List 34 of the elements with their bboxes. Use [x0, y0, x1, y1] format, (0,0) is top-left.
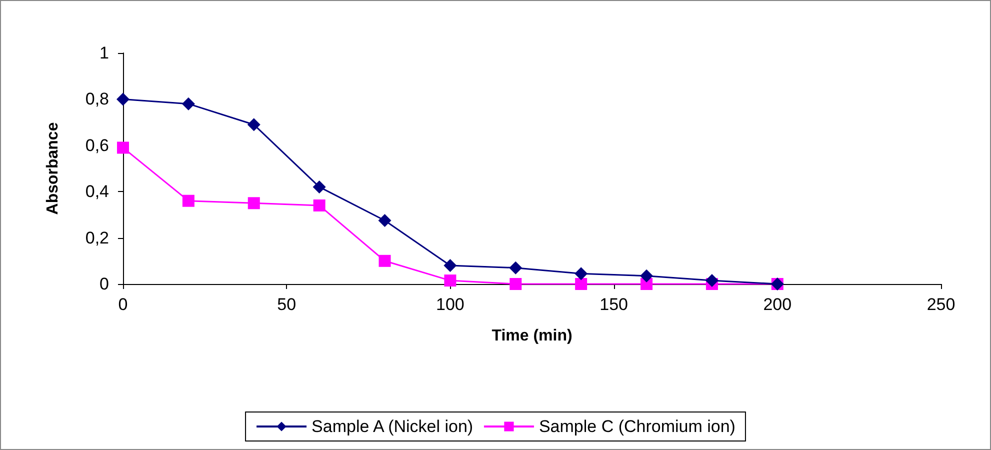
y-tick-label: 0,6 [85, 136, 109, 155]
x-tick-label: 50 [277, 295, 296, 314]
y-tick-label: 0 [100, 274, 109, 294]
point [182, 194, 194, 207]
point [312, 180, 326, 194]
point [509, 261, 522, 274]
point [444, 274, 456, 287]
x-tick-label: 100 [436, 295, 464, 314]
point [510, 278, 522, 290]
y-axis-title: Absorbance [44, 122, 62, 215]
point [444, 259, 457, 272]
point [705, 274, 718, 288]
point [247, 118, 260, 132]
y-tick-label: 0,8 [85, 90, 109, 109]
point [574, 267, 588, 280]
x-tick-label: 150 [600, 295, 628, 314]
point [182, 97, 195, 110]
point [378, 254, 391, 267]
point [575, 278, 588, 290]
point [313, 199, 326, 212]
legend-label: Sample C (Chromium ion) [538, 417, 736, 436]
x-tick-label: 200 [763, 295, 792, 314]
point [640, 269, 654, 282]
y-tick-label: 0,2 [85, 228, 109, 248]
legend-label: Sample A (Nickel ion) [312, 417, 474, 436]
point [117, 142, 129, 154]
y-tick-label: 1 [100, 44, 109, 62]
point [116, 92, 130, 106]
x-axis-title: Time (min) [492, 328, 572, 344]
point [248, 197, 260, 210]
point [378, 214, 392, 227]
x-tick-label: 250 [926, 295, 956, 314]
x-tick-label: 0 [118, 295, 128, 314]
y-tick-label: 0,4 [85, 182, 109, 202]
